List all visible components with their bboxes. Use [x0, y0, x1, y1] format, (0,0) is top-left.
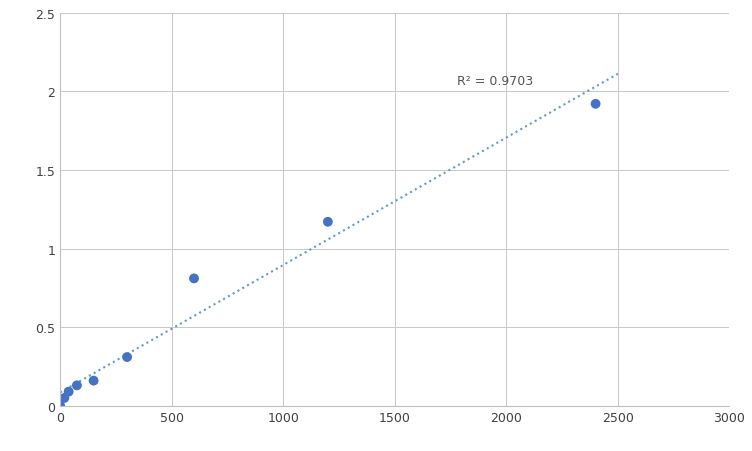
Point [121, 354, 133, 361]
Point [71, 382, 83, 389]
Point [590, 101, 602, 108]
Point [59, 395, 71, 402]
Text: R² = 0.9703: R² = 0.9703 [457, 74, 533, 87]
Point [62, 388, 74, 396]
Point [87, 377, 99, 384]
Point [54, 402, 66, 410]
Point [188, 275, 200, 282]
Point [322, 219, 334, 226]
